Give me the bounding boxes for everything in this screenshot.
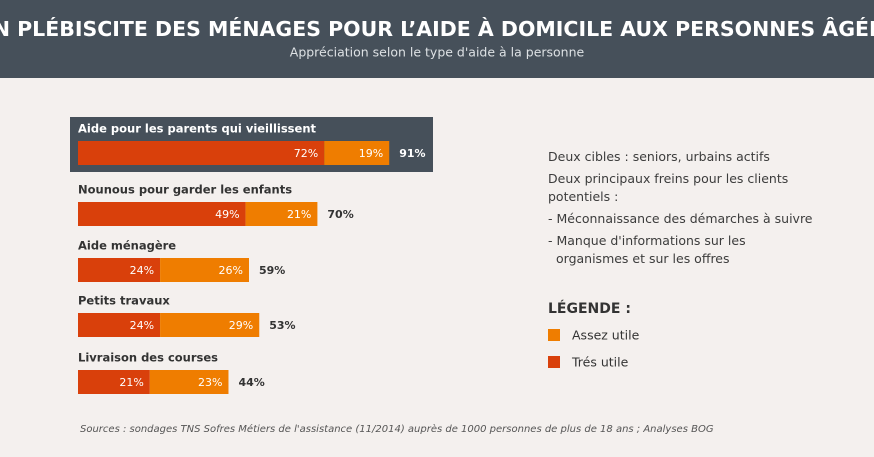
bar-segment bbox=[78, 313, 161, 337]
total-label: 44% bbox=[238, 376, 264, 389]
value-label: 21% bbox=[287, 208, 311, 221]
category-label: Aide ménagère bbox=[78, 239, 176, 253]
total-label: 70% bbox=[327, 208, 353, 221]
legend-label: Assez utile bbox=[572, 328, 640, 343]
total-label: 91% bbox=[399, 147, 425, 160]
notes: Deux cibles : seniors, urbains actifs Deu… bbox=[548, 148, 813, 272]
value-label: 29% bbox=[229, 319, 253, 332]
bar-segment bbox=[78, 141, 325, 165]
bar-segment bbox=[78, 258, 161, 282]
value-label: 23% bbox=[198, 376, 222, 389]
category-label: Livraison des courses bbox=[78, 351, 218, 365]
note: Deux principaux freins pour les clients … bbox=[548, 171, 789, 204]
source: Sources : sondages TNS Sofres Métiers de… bbox=[80, 423, 714, 435]
legend-title: LÉGENDE : bbox=[548, 300, 631, 317]
value-label: 19% bbox=[359, 147, 383, 160]
value-label: 72% bbox=[294, 147, 318, 160]
value-label: 24% bbox=[130, 319, 154, 332]
bar-segment bbox=[78, 370, 150, 394]
note: - Manque d'informations sur les organism… bbox=[548, 233, 746, 266]
total-label: 59% bbox=[259, 264, 285, 277]
category-label: Aide pour les parents qui vieillissent bbox=[78, 122, 317, 136]
value-label: 26% bbox=[219, 264, 243, 277]
value-label: 49% bbox=[215, 208, 239, 221]
legend-label: Trés utile bbox=[571, 355, 629, 370]
chart-title: UN PLÉBISCITE DES MÉNAGES POUR L’AIDE À … bbox=[0, 16, 874, 41]
bar-segment bbox=[149, 370, 229, 394]
category-label: Nounous pour garder les enfants bbox=[78, 183, 292, 197]
bar-segment bbox=[324, 141, 390, 165]
bar-segment bbox=[245, 202, 318, 226]
note: - Méconnaissance des démarches à suivre bbox=[548, 211, 813, 226]
chart-subtitle: Appréciation selon le type d'aide à la p… bbox=[290, 45, 585, 60]
value-label: 21% bbox=[119, 376, 143, 389]
category-label: Petits travaux bbox=[78, 294, 170, 308]
bar-segment bbox=[160, 313, 260, 337]
header-band bbox=[0, 0, 874, 78]
value-label: 24% bbox=[130, 264, 154, 277]
bar-segment bbox=[160, 258, 249, 282]
total-label: 53% bbox=[269, 319, 295, 332]
note: Deux cibles : seniors, urbains actifs bbox=[548, 149, 770, 164]
legend-swatch bbox=[548, 356, 560, 368]
legend-swatch bbox=[548, 329, 560, 341]
bar-segment bbox=[78, 202, 246, 226]
